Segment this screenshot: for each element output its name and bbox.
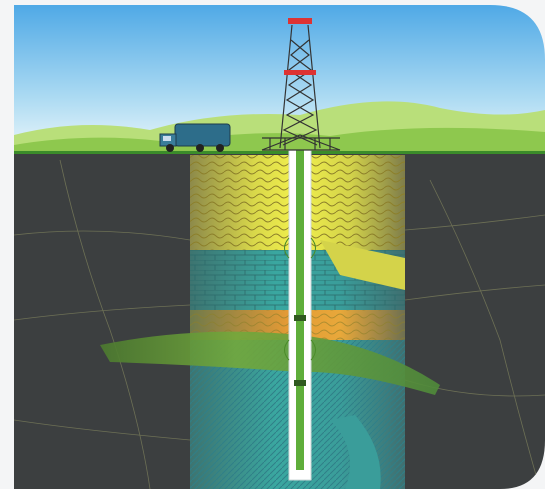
scene (14, 5, 545, 489)
drill-string (296, 150, 304, 470)
tool-joint (294, 315, 306, 321)
truck-window (163, 136, 171, 141)
platform (284, 70, 316, 75)
near-hills (14, 127, 545, 155)
derrick (261, 24, 341, 151)
truck (159, 123, 231, 152)
wheel (196, 144, 204, 152)
reservoir-band (100, 331, 440, 395)
wheel (166, 144, 174, 152)
strata-lines (14, 159, 545, 489)
ground-line (14, 151, 545, 154)
crown-block (288, 18, 312, 24)
truck-box (174, 123, 231, 147)
fault-wedge (320, 240, 405, 290)
packers (284, 237, 316, 361)
tool-joint (294, 380, 306, 386)
lower-wedge (330, 415, 381, 489)
wheel (216, 144, 224, 152)
